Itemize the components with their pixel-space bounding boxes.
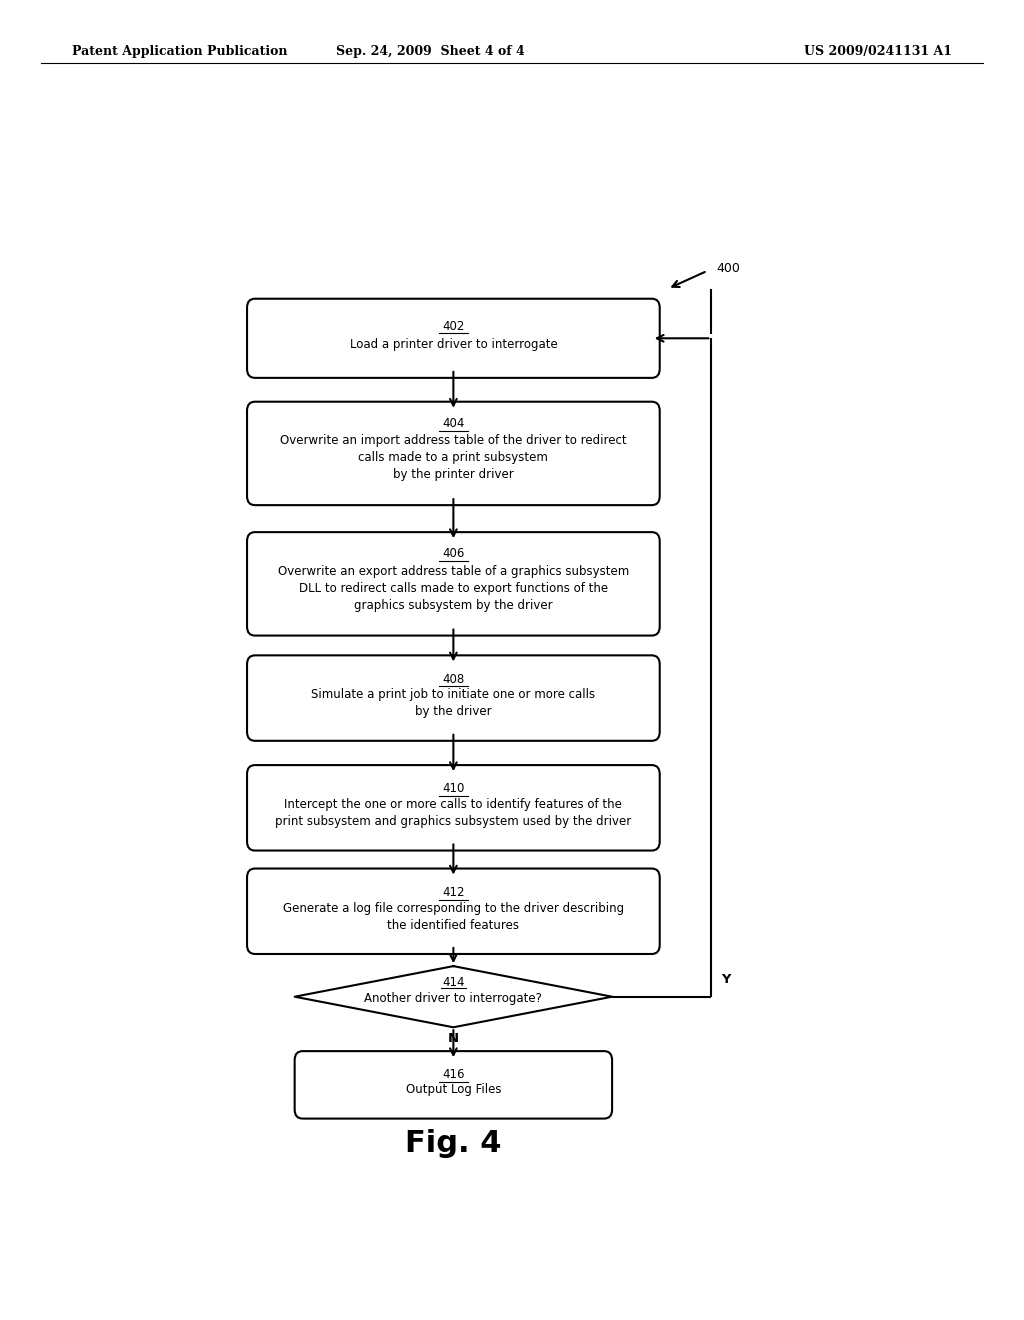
Text: Patent Application Publication: Patent Application Publication bbox=[72, 45, 287, 58]
Polygon shape bbox=[295, 966, 612, 1027]
Text: Overwrite an export address table of a graphics subsystem
DLL to redirect calls : Overwrite an export address table of a g… bbox=[278, 565, 629, 611]
Text: Fig. 4: Fig. 4 bbox=[406, 1129, 502, 1158]
Text: Y: Y bbox=[721, 973, 730, 986]
Text: N: N bbox=[447, 1032, 459, 1045]
Text: 400: 400 bbox=[717, 261, 740, 275]
FancyBboxPatch shape bbox=[247, 766, 659, 850]
FancyBboxPatch shape bbox=[247, 655, 659, 741]
FancyBboxPatch shape bbox=[247, 532, 659, 635]
Text: US 2009/0241131 A1: US 2009/0241131 A1 bbox=[804, 45, 952, 58]
Text: Overwrite an import address table of the driver to redirect
calls made to a prin: Overwrite an import address table of the… bbox=[280, 434, 627, 482]
Text: Another driver to interrogate?: Another driver to interrogate? bbox=[365, 991, 543, 1005]
FancyBboxPatch shape bbox=[247, 401, 659, 506]
Text: Simulate a print job to initiate one or more calls
by the driver: Simulate a print job to initiate one or … bbox=[311, 689, 595, 718]
Text: 416: 416 bbox=[442, 1068, 465, 1081]
FancyBboxPatch shape bbox=[247, 869, 659, 954]
Text: 412: 412 bbox=[442, 886, 465, 899]
Text: 414: 414 bbox=[442, 975, 465, 989]
Text: Output Log Files: Output Log Files bbox=[406, 1084, 501, 1097]
Text: Sep. 24, 2009  Sheet 4 of 4: Sep. 24, 2009 Sheet 4 of 4 bbox=[336, 45, 524, 58]
Text: 406: 406 bbox=[442, 548, 465, 561]
Text: 410: 410 bbox=[442, 783, 465, 796]
Text: Load a printer driver to interrogate: Load a printer driver to interrogate bbox=[349, 338, 557, 351]
Text: 404: 404 bbox=[442, 417, 465, 430]
Text: 408: 408 bbox=[442, 673, 465, 685]
Text: Intercept the one or more calls to identify features of the
print subsystem and : Intercept the one or more calls to ident… bbox=[275, 799, 632, 828]
Text: 402: 402 bbox=[442, 319, 465, 333]
FancyBboxPatch shape bbox=[295, 1051, 612, 1118]
FancyBboxPatch shape bbox=[247, 298, 659, 378]
Text: Generate a log file corresponding to the driver describing
the identified featur: Generate a log file corresponding to the… bbox=[283, 902, 624, 932]
